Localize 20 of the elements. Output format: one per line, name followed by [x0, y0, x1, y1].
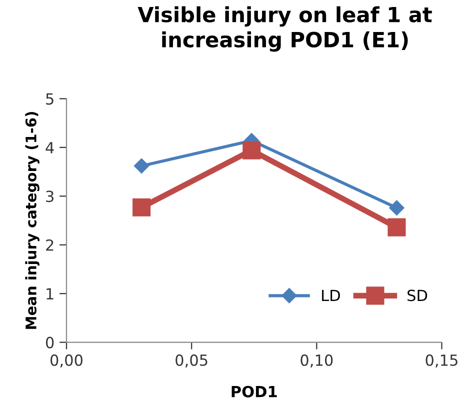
x-tick-label: 0,15 — [426, 354, 458, 368]
point — [134, 158, 150, 174]
chart-title: Visible injury on leaf 1 at increasing POD1 (E1) — [138, 6, 432, 52]
y-tick-label: 4 — [46, 142, 54, 154]
y-tick-label: 5 — [46, 93, 54, 105]
point — [242, 141, 261, 160]
point — [389, 200, 404, 216]
y-tick-label: 2 — [46, 239, 54, 251]
y-axis-title: Mean injury category (1-6) — [25, 112, 40, 329]
x-axis-title: POD1 — [232, 386, 277, 398]
legend-label: LD — [322, 290, 340, 302]
y-tick-label: 3 — [46, 190, 54, 202]
legend-label: SD — [408, 290, 428, 302]
x-tick-label: 0,00 — [50, 354, 82, 368]
y-tick-label: 0 — [46, 336, 54, 348]
point — [132, 198, 151, 216]
point — [388, 218, 406, 236]
y-tick-label: 1 — [46, 288, 54, 300]
x-tick-label: 0,05 — [176, 354, 208, 368]
x-tick-label: 0,10 — [300, 354, 333, 368]
